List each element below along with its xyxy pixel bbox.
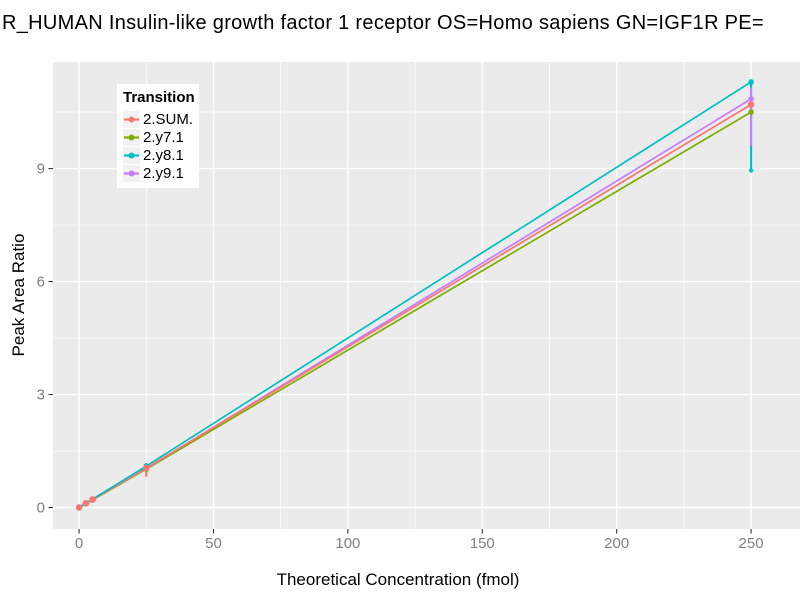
legend-item: 2.y7.1 [123,128,195,146]
chart-title: R_HUMAN Insulin-like growth factor 1 rec… [2,12,764,34]
legend-title: Transition [123,89,195,106]
legend-items: 2.SUM. 2.y7.1 2.y8.1 2.y9.1 [123,110,195,182]
data-point [75,504,83,511]
legend-item-label: 2.y9.1 [143,164,184,182]
y-axis-title: Peak Area Ratio [9,233,28,357]
data-points [75,79,755,511]
y-tick-labels: 0 3 6 9 [37,161,45,517]
data-point [748,109,754,115]
y-tick-label: 6 [37,274,45,291]
axis-tick-marks [48,168,752,534]
x-tick-label: 150 [470,535,495,552]
x-axis-title: Theoretical Concentration (fmol) [276,570,520,589]
y-tick-label: 3 [37,387,45,404]
x-tick-labels: 0 50 100 150 200 250 [75,535,764,552]
x-tick-label: 50 [205,535,222,552]
x-tick-label: 200 [604,535,629,552]
data-point [89,496,96,503]
legend-item-label: 2.SUM. [143,110,194,128]
legend-key-glyph [123,146,140,164]
data-point [747,101,755,108]
legend-item: 2.y8.1 [123,146,195,164]
legend-item-label: 2.y8.1 [143,146,184,164]
major-gridlines [53,62,800,529]
legend-item-label: 2.y7.1 [143,128,184,146]
data-point [748,79,754,85]
legend-item: 2.y9.1 [123,164,195,182]
data-point [748,96,754,102]
legend: Transition 2.SUM. 2.y7.1 [117,84,199,188]
legend-item: 2.SUM. [123,110,195,128]
legend-key-glyph [123,110,140,128]
data-point [82,500,90,507]
y-tick-label: 0 [37,499,45,516]
y-tick-label: 9 [37,161,45,178]
x-tick-label: 0 [75,535,83,552]
legend-key-glyph [123,128,140,146]
x-tick-label: 100 [335,535,360,552]
error-bar-cap [748,168,754,173]
data-point [142,464,150,472]
x-tick-label: 250 [739,535,764,552]
legend-key-glyph [123,164,140,182]
